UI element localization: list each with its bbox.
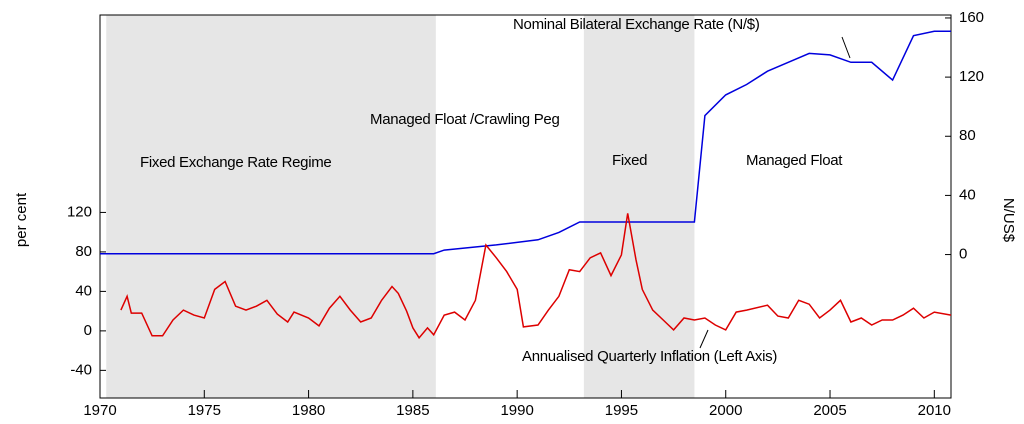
annotation: Fixed Exchange Rate Regime bbox=[140, 154, 331, 171]
y-axis-label: per cent bbox=[13, 192, 30, 247]
x-tick-label: 1980 bbox=[292, 402, 325, 419]
y-tick-label: 120 bbox=[67, 203, 92, 220]
regime-shading bbox=[583, 15, 695, 398]
x-tick-label: 1970 bbox=[83, 402, 116, 419]
y2-tick-label: 120 bbox=[959, 68, 984, 85]
series-line bbox=[100, 30, 951, 255]
y2-tick-label: 80 bbox=[959, 127, 976, 144]
y2-axis-label: N/US$ bbox=[1000, 198, 1017, 243]
callout bbox=[699, 329, 709, 349]
y-tick-label: -40 bbox=[70, 361, 92, 378]
annotation: Managed Float /Crawling Peg bbox=[370, 111, 560, 128]
y2-tick-label: 0 bbox=[959, 246, 967, 263]
x-tick-label: 1990 bbox=[500, 402, 533, 419]
x-tick-label: 1975 bbox=[188, 402, 221, 419]
annotation: Fixed bbox=[612, 152, 647, 169]
y-tick-label: 40 bbox=[75, 282, 92, 299]
x-tick-label: 1995 bbox=[605, 402, 638, 419]
plot-frame bbox=[99, 14, 952, 399]
y-tick-label: 80 bbox=[75, 243, 92, 260]
y2-tick-label: 160 bbox=[959, 9, 984, 26]
callout bbox=[841, 36, 851, 59]
x-tick-label: 2010 bbox=[918, 402, 951, 419]
annotation: Nominal Bilateral Exchange Rate (N/$) bbox=[513, 16, 760, 33]
y2-tick-label: 40 bbox=[959, 186, 976, 203]
annotation: Annualised Quarterly Inflation (Left Axi… bbox=[522, 348, 777, 365]
x-tick-label: 2000 bbox=[709, 402, 742, 419]
x-tick-label: 1985 bbox=[396, 402, 429, 419]
regime-shading bbox=[106, 15, 436, 398]
y-tick-label: 0 bbox=[84, 322, 92, 339]
annotation: Managed Float bbox=[746, 152, 843, 169]
series-line bbox=[120, 213, 952, 340]
x-tick-label: 2005 bbox=[813, 402, 846, 419]
